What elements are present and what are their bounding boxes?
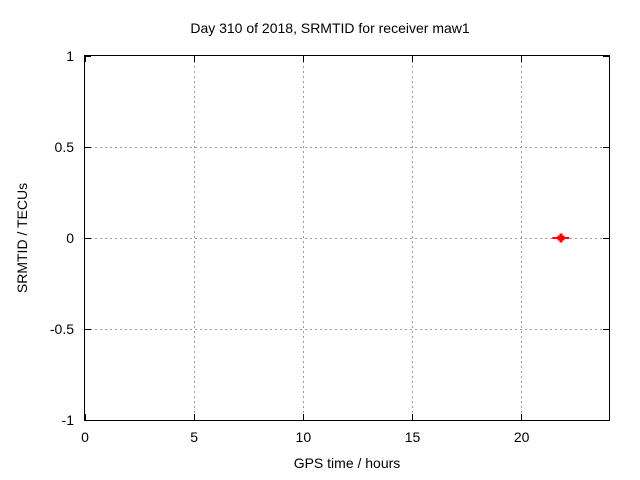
y-axis-label: SRMTID / TECUs (14, 182, 30, 294)
x-tick-mark-top (193, 56, 195, 62)
y-tick-mark-right (603, 55, 609, 57)
y-tick-mark-left (85, 55, 91, 57)
x-tick-mark-bottom (84, 414, 86, 420)
y-tick-label: 1 (66, 48, 74, 64)
y-tick-mark-right (603, 146, 609, 148)
data-point-marker (559, 233, 563, 243)
y-tick-label: -0.5 (49, 321, 74, 337)
x-tick-label: 5 (190, 429, 199, 445)
y-tick-mark-left (85, 419, 91, 421)
x-tick-mark-top (521, 56, 523, 62)
x-tick-mark-top (84, 56, 86, 62)
x-tick-mark-bottom (521, 414, 523, 420)
y-tick-mark-left (85, 146, 91, 148)
x-tick-label: 15 (404, 429, 421, 445)
y-tick-label: -1 (61, 412, 74, 428)
y-tick-label: 0.5 (54, 139, 74, 155)
x-tick-label: 20 (513, 429, 530, 445)
gridline-horizontal (85, 328, 609, 330)
x-axis-label: GPS time / hours (293, 455, 401, 471)
y-tick-mark-left (85, 328, 91, 330)
y-tick-mark-left (85, 237, 91, 239)
gridline-horizontal (85, 146, 609, 148)
y-tick-label: 0 (66, 230, 74, 246)
x-tick-mark-bottom (302, 414, 304, 420)
gridline-horizontal (85, 237, 609, 239)
x-tick-mark-bottom (193, 414, 195, 420)
plot-area: 0 5 10 15 20 1 0.5 0 -0.5 -1 (50, 48, 610, 445)
x-tick-mark-top (302, 56, 304, 62)
x-tick-mark-bottom (412, 414, 413, 420)
x-tick-label: 10 (295, 429, 312, 445)
y-tick-mark-right (603, 328, 609, 330)
y-tick-mark-right (603, 419, 609, 421)
x-tick-label: 0 (81, 429, 89, 445)
chart-title: Day 310 of 2018, SRMTID for receiver maw… (190, 20, 470, 36)
y-tick-mark-right (603, 237, 609, 239)
x-tick-mark-top (412, 56, 413, 62)
